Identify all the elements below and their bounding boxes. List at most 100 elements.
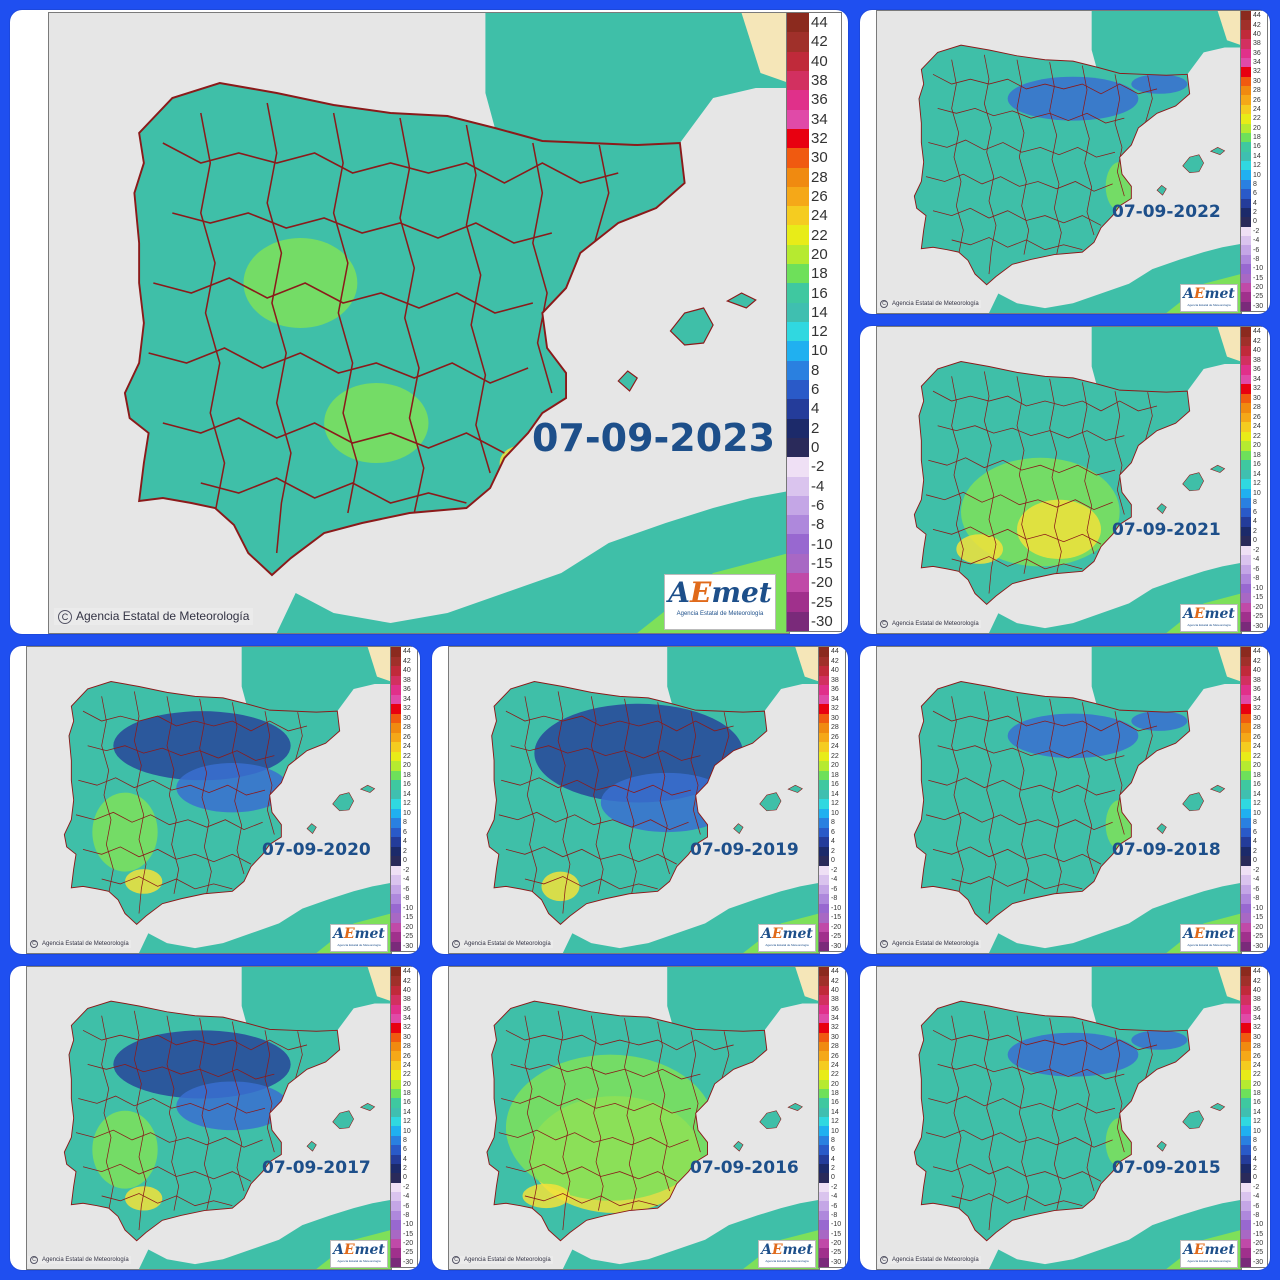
legend-entry: -4 xyxy=(1241,555,1267,565)
legend-label: 10 xyxy=(831,809,839,817)
legend-swatch xyxy=(819,666,829,676)
legend-label: 22 xyxy=(831,752,839,760)
legend-swatch xyxy=(1241,1013,1251,1024)
legend-entry: 10 xyxy=(1241,488,1267,498)
aemet-logo: AEmet Agencia Estatal de Meteorología xyxy=(758,1240,816,1268)
legend-label: 0 xyxy=(403,1174,407,1182)
legend-swatch xyxy=(1241,985,1251,996)
legend-entry: 28 xyxy=(819,1042,845,1052)
legend-entry: 10 xyxy=(391,1126,417,1136)
legend-swatch xyxy=(787,515,809,535)
legend-label: -25 xyxy=(403,933,414,941)
legend-entry: 32 xyxy=(787,128,841,149)
legend-swatch xyxy=(1241,1210,1251,1221)
legend-label: 0 xyxy=(1253,1174,1257,1182)
legend-entry: 12 xyxy=(787,322,841,342)
copyright-label: C Agencia Estatal de Meteorología xyxy=(878,300,981,308)
legend-swatch xyxy=(787,360,809,380)
legend-swatch xyxy=(1241,583,1251,593)
legend-swatch xyxy=(1241,479,1251,489)
legend-swatch xyxy=(391,1163,401,1174)
legend-entry: 6 xyxy=(391,827,417,837)
legend-label: 34 xyxy=(1253,1015,1261,1023)
legend-entry: 14 xyxy=(787,302,841,322)
legend-entry: 44 xyxy=(819,967,845,977)
legend-swatch xyxy=(819,751,829,761)
legend-swatch xyxy=(787,148,809,168)
legend-label: 44 xyxy=(1253,328,1261,336)
legend-swatch xyxy=(1241,11,1251,21)
legend-entry: 16 xyxy=(819,1098,845,1108)
legend-entry: 40 xyxy=(1241,29,1267,40)
legend-swatch xyxy=(819,1163,829,1174)
legend-label: -15 xyxy=(811,554,833,572)
legend-entry: -20 xyxy=(391,922,417,932)
legend-label: -25 xyxy=(831,933,842,941)
legend-entry: 44 xyxy=(1241,967,1267,977)
legend-label: 30 xyxy=(831,1033,839,1041)
legend-entry: -20 xyxy=(1241,922,1267,932)
legend-label: 6 xyxy=(831,1146,835,1154)
legend-swatch xyxy=(391,742,401,752)
legend-swatch xyxy=(819,647,829,657)
legend-swatch xyxy=(1241,1182,1251,1192)
legend-entry: -6 xyxy=(391,884,417,894)
legend-label: -30 xyxy=(403,1258,414,1266)
legend-entry: 12 xyxy=(819,799,845,809)
legend-entry: 22 xyxy=(1241,114,1267,124)
legend-label: -20 xyxy=(811,574,833,592)
legend-swatch xyxy=(1241,198,1251,208)
legend-label: 38 xyxy=(403,996,411,1004)
legend-entry: 30 xyxy=(1241,713,1267,723)
legend-swatch xyxy=(1241,1023,1251,1033)
panel-date-2017: 07-09-2017 xyxy=(262,1158,371,1178)
legend-swatch xyxy=(1241,1042,1251,1052)
legend-label: 36 xyxy=(1253,49,1261,57)
legend-entry: 20 xyxy=(819,1079,845,1089)
legend-label: 2 xyxy=(1253,527,1257,535)
legend-entry: 32 xyxy=(391,704,417,714)
copyright-label: C Agencia Estatal de Meteorología xyxy=(28,1256,131,1264)
legend-label: 8 xyxy=(1253,180,1257,188)
legend-label: -30 xyxy=(1253,622,1264,630)
legend-swatch xyxy=(819,827,829,837)
legend-swatch xyxy=(1241,422,1251,432)
legend-entry: -8 xyxy=(819,1210,845,1221)
legend-label: -6 xyxy=(403,885,410,893)
legend-entry: 4 xyxy=(1241,1154,1267,1164)
legend-entry: 36 xyxy=(1241,1004,1267,1014)
legend-swatch xyxy=(1241,884,1251,894)
legend-swatch xyxy=(391,1210,401,1221)
legend-label: 2 xyxy=(1253,1165,1257,1173)
iberia-temperature-svg xyxy=(877,327,1241,633)
legend-swatch xyxy=(1241,488,1251,498)
copyright-text: Agencia Estatal de Meteorología xyxy=(892,941,979,947)
legend-label: 8 xyxy=(831,819,835,827)
legend-entry: 34 xyxy=(391,1013,417,1024)
legend-entry: 16 xyxy=(1241,780,1267,790)
legend-label: 24 xyxy=(831,743,839,751)
map-panel-2022: 44 42 40 38 36 34 32 30 28 26 24 22 20 18 16 14 12 10 8 6 4 2… xyxy=(860,10,1270,314)
legend-entry: 16 xyxy=(1241,142,1267,152)
legend-swatch xyxy=(787,592,809,612)
legend-swatch xyxy=(819,1238,829,1249)
legend-entry: -15 xyxy=(1241,273,1267,283)
legend-entry: 20 xyxy=(1241,1079,1267,1089)
legend-entry: 24 xyxy=(391,742,417,752)
legend-swatch xyxy=(1241,95,1251,105)
legend-label: -15 xyxy=(831,1230,842,1238)
legend-entry: 30 xyxy=(391,713,417,723)
legend-label: 8 xyxy=(1253,1136,1257,1144)
legend-label: 40 xyxy=(403,986,411,994)
legend-swatch xyxy=(1241,384,1251,394)
copyright-label: C Agencia Estatal de Meteorología xyxy=(450,1256,553,1264)
legend-swatch xyxy=(1241,245,1251,255)
legend-entry: 20 xyxy=(787,244,841,265)
legend-swatch xyxy=(819,1257,829,1267)
legend-label: -8 xyxy=(1253,575,1260,583)
legend-swatch xyxy=(1241,355,1251,365)
legend-label: 2 xyxy=(811,419,820,437)
legend-entry: -8 xyxy=(819,894,845,904)
legend-label: 12 xyxy=(811,323,828,341)
legend-entry: -2 xyxy=(391,1182,417,1192)
